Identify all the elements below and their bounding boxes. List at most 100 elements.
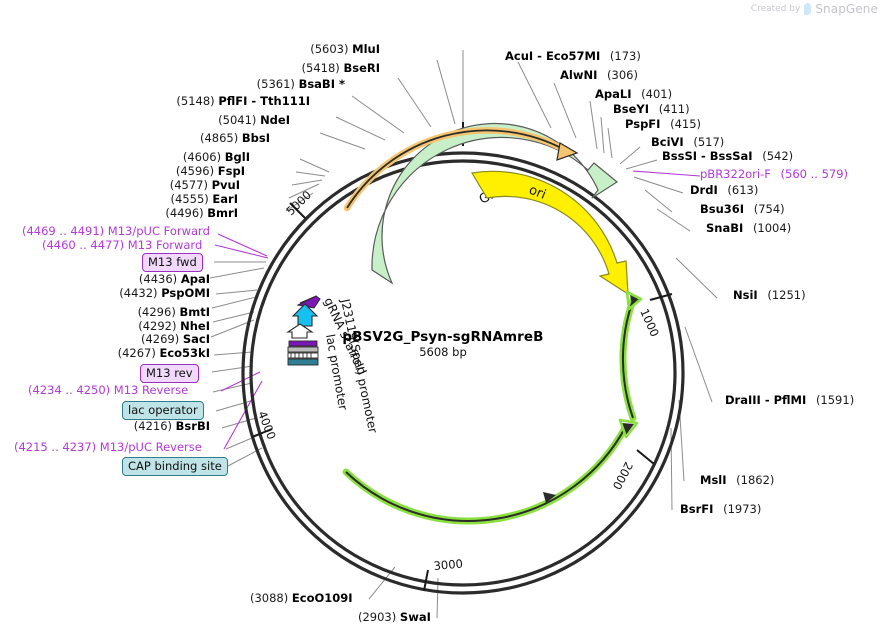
enzyme-name: DraIII - PflMI xyxy=(725,393,807,407)
enzyme-pos: (5041) xyxy=(218,113,257,127)
enzyme-label-eco53ki[interactable]: (4267) Eco53kI xyxy=(55,347,210,360)
primer-name: M13 Reverse xyxy=(113,383,189,397)
enzyme-label-fspi[interactable]: (4596) FspI xyxy=(125,165,245,178)
enzyme-label-acui-eco57mi[interactable]: AcuI - Eco57MI (173) xyxy=(505,50,641,63)
snapgene-brand-label: SnapGene xyxy=(815,2,878,16)
primer-label-m13-puc-forward[interactable]: (4469 .. 4491) M13/pUC Forward xyxy=(22,224,210,238)
enzyme-pos: (4216) xyxy=(133,419,173,433)
feature-arc-gene-1[interactable] xyxy=(619,290,643,422)
feature-glyph-lac-blocks[interactable] xyxy=(287,340,319,366)
enzyme-label-saci[interactable]: (4269) SacI xyxy=(65,333,210,346)
enzyme-name: NheI xyxy=(180,319,210,333)
enzyme-name: BsrFI xyxy=(680,502,714,516)
feature-label-ori: ori xyxy=(527,183,548,203)
enzyme-pos: (4577) xyxy=(169,178,208,192)
enzyme-pos: (4555) xyxy=(170,192,209,206)
enzyme-label-bseyi[interactable]: BseYI (411) xyxy=(613,103,690,116)
enzyme-name: NsiI xyxy=(733,288,758,302)
created-by-label: Created by xyxy=(750,4,801,14)
primer-leader-lines xyxy=(214,170,701,450)
feature-glyph-grna-scaffold[interactable] xyxy=(296,295,321,309)
primer-name: pBR322ori-F xyxy=(700,167,771,181)
enzyme-label-mlui[interactable]: (5603) MluI xyxy=(250,43,380,56)
enzyme-label-bsabi[interactable]: (5361) BsaBI * xyxy=(195,78,345,91)
enzyme-pos: (4865) xyxy=(199,131,239,145)
tag-lac-operator[interactable]: lac operator xyxy=(122,401,204,420)
primer-range: (4215 .. 4237) xyxy=(14,440,97,454)
primer-name: M13/pUC Forward xyxy=(107,224,210,238)
enzyme-pos: (4496) xyxy=(165,206,204,220)
enzyme-label-bmri[interactable]: (4496) BmrI xyxy=(118,207,238,220)
enzyme-name: BglI xyxy=(224,150,250,164)
enzyme-name: BmtI xyxy=(179,305,210,319)
enzyme-pos: (5148) xyxy=(176,94,215,108)
enzyme-label-apai[interactable]: (4436) ApaI xyxy=(60,273,210,286)
enzyme-pos: (3088) xyxy=(250,591,289,605)
enzyme-name: DrdI xyxy=(690,183,718,197)
enzyme-name: AcuI - Eco57MI xyxy=(505,49,601,63)
enzyme-pos: (5418) xyxy=(301,61,340,75)
feature-glyph-j23119-promoter[interactable] xyxy=(291,303,319,327)
enzyme-pos: (5361) xyxy=(256,77,295,91)
enzyme-pos: (517) xyxy=(693,135,725,149)
enzyme-name: NdeI xyxy=(260,113,290,127)
enzyme-label-nsii[interactable]: NsiI (1251) xyxy=(733,289,806,302)
enzyme-label-pspomi[interactable]: (4432) PspOMI xyxy=(55,287,210,300)
primer-label-m13-reverse[interactable]: (4234 .. 4250) M13 Reverse xyxy=(28,383,188,397)
enzyme-label-msli[interactable]: MslI (1862) xyxy=(700,474,774,487)
enzyme-label-ecoo109i[interactable]: (3088) EcoO109I xyxy=(250,592,353,605)
enzyme-label-nhei[interactable]: (4292) NheI xyxy=(65,320,210,333)
primer-range: (4469 .. 4491) xyxy=(22,224,105,238)
enzyme-label-bgli[interactable]: (4606) BglI xyxy=(130,151,250,164)
enzyme-label-snabi[interactable]: SnaBI (1004) xyxy=(706,222,791,235)
enzyme-label-bsu36i[interactable]: Bsu36I (754) xyxy=(700,203,785,216)
enzyme-name: Bsu36I xyxy=(700,202,745,216)
feature-arc-gene-2[interactable] xyxy=(342,418,639,525)
enzyme-pos: (4606) xyxy=(182,150,222,164)
enzyme-name: BseRI xyxy=(343,61,380,75)
enzyme-label-bseri[interactable]: (5418) BseRI xyxy=(230,62,380,75)
enzyme-label-ndei[interactable]: (5041) NdeI xyxy=(150,114,290,127)
enzyme-label-draiii-pflmi[interactable]: DraIII - PflMI (1591) xyxy=(725,394,854,407)
enzyme-label-bcivi[interactable]: BciVI (517) xyxy=(651,136,724,149)
enzyme-pos: (4269) xyxy=(140,332,180,346)
enzyme-pos: (401) xyxy=(641,87,673,101)
enzyme-label-swai[interactable]: (2903) SwaI xyxy=(358,611,431,624)
primer-name: M13/pUC Reverse xyxy=(99,440,202,454)
enzyme-name: BsaBI * xyxy=(298,77,345,91)
enzyme-name: SacI xyxy=(182,332,210,346)
primer-label-pbr322ori-f[interactable]: pBR322ori-F (560 .. 579) xyxy=(700,167,848,181)
primer-label-m13-forward[interactable]: (4460 .. 4477) M13 Forward xyxy=(42,238,202,252)
enzyme-label-alwni[interactable]: AlwNI (306) xyxy=(560,69,638,82)
enzyme-label-drdi[interactable]: DrdI (613) xyxy=(690,184,758,197)
enzyme-label-bsrfi[interactable]: BsrFI (1973) xyxy=(680,503,761,516)
primer-range: (4234 .. 4250) xyxy=(28,383,111,397)
enzyme-name: PspFI xyxy=(625,117,661,131)
enzyme-pos: (415) xyxy=(670,117,702,131)
feature-glyph-white-promoter[interactable] xyxy=(286,323,314,339)
primer-label-m13-puc-reverse[interactable]: (4215 .. 4237) M13/pUC Reverse xyxy=(14,440,202,454)
enzyme-label-bbsi[interactable]: (4865) BbsI xyxy=(140,132,270,145)
tag-m13-fwd[interactable]: M13 fwd xyxy=(142,253,203,272)
primer-range: (4460 .. 4477) xyxy=(42,238,125,252)
tick-label-2000: 2000 xyxy=(610,460,636,492)
enzyme-label-pspfi[interactable]: PspFI (415) xyxy=(625,118,701,131)
enzyme-label-pvui[interactable]: (4577) PvuI xyxy=(120,179,240,192)
enzyme-pos: (1591) xyxy=(815,393,855,407)
tag-cap-binding-site[interactable]: CAP binding site xyxy=(122,457,228,476)
enzyme-pos: (306) xyxy=(607,68,638,82)
enzyme-label-apali[interactable]: ApaLI (401) xyxy=(595,88,672,101)
enzyme-label-bsssi-bsssai[interactable]: BssSI - BssSaI (542) xyxy=(662,150,793,163)
enzyme-name: PflFI - Tth111I xyxy=(218,94,310,108)
feature-arc-promoter-orange[interactable] xyxy=(343,127,579,212)
enzyme-label-bsrbi[interactable]: (4216) BsrBI xyxy=(70,420,210,433)
enzyme-pos: (4596) xyxy=(175,164,215,178)
tag-m13-rev[interactable]: M13 rev xyxy=(140,364,199,383)
enzyme-label-eari[interactable]: (4555) EarI xyxy=(118,193,238,206)
primer-range: (560 .. 579) xyxy=(780,167,849,181)
snapgene-watermark: Created by SnapGene xyxy=(751,2,878,16)
enzyme-label-bmti[interactable]: (4296) BmtI xyxy=(65,306,210,319)
plasmid-backbone xyxy=(241,151,685,595)
enzyme-label-pflfi-tth111i[interactable]: (5148) PflFI - Tth111I xyxy=(120,95,310,108)
